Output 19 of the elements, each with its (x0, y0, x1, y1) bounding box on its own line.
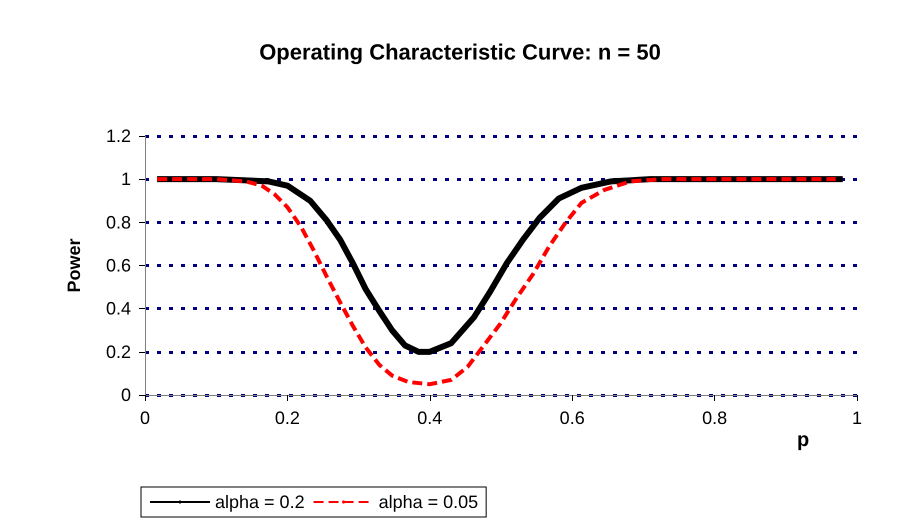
y-tick-label: 0.4 (106, 298, 131, 319)
y-axis-title: Power (64, 238, 84, 293)
line-series (155, 177, 838, 386)
legend-label: alpha = 0.2 (215, 492, 305, 512)
x-tick-label: 0.6 (560, 408, 585, 428)
x-tick-label: 0 (140, 408, 150, 428)
legend-label: alpha = 0.05 (378, 492, 478, 512)
y-tick-label: 1 (120, 169, 131, 190)
y-tick-label: 0.6 (106, 256, 131, 276)
x-tick-label: 0.4 (417, 408, 442, 428)
chart-title: Operating Characteristic Curve: n = 50 (259, 40, 661, 64)
x-tick-label: 0.8 (702, 408, 728, 428)
y-tick-label: 1.2 (106, 126, 131, 146)
x-tick-label: 1 (852, 408, 862, 428)
y-tick-label: 0 (120, 385, 131, 405)
x-tick-label: 0.2 (274, 408, 300, 428)
y-tick-label: 0.8 (106, 212, 131, 232)
x-axis-title: p (797, 429, 810, 451)
y-tick-label: 0.2 (106, 342, 131, 362)
